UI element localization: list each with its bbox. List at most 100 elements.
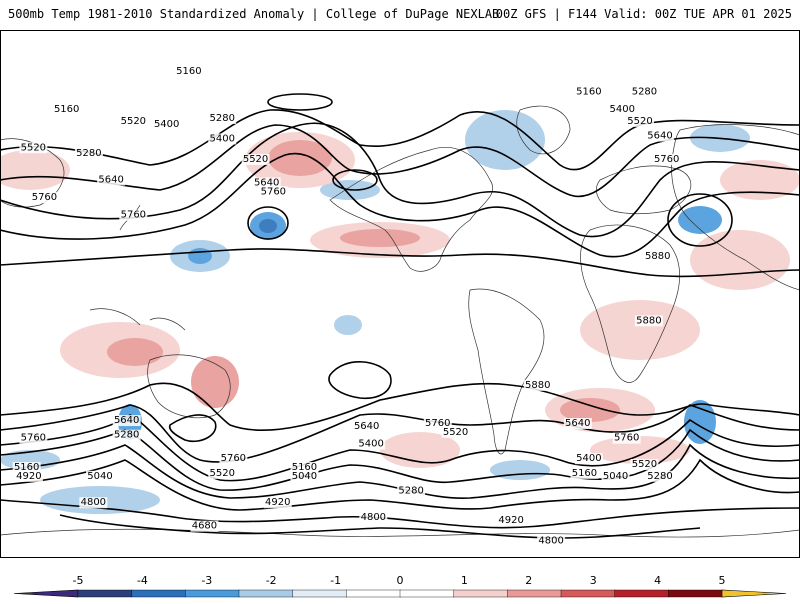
contour-label-bg	[397, 485, 426, 497]
contour-label: 5760	[614, 433, 639, 444]
contour-label-bg	[208, 133, 237, 145]
contour-label-bg	[290, 462, 319, 473]
warm-anomaly-region	[191, 356, 239, 408]
contour-label-bg	[152, 118, 181, 130]
colorbar-segment	[346, 589, 401, 598]
contour-line	[168, 414, 217, 442]
colorbar-tick-label: 5	[718, 574, 726, 587]
contour-line	[0, 122, 800, 238]
colorbar-segment	[614, 589, 670, 598]
model-run-info: 00Z GFS | F144 Valid: 00Z TUE APR 01 202…	[495, 7, 792, 21]
contour-label: 4680	[192, 521, 217, 532]
australia-outline	[147, 354, 231, 419]
contour-line	[0, 499, 800, 529]
contour-label-bg	[119, 115, 148, 127]
colorbar-tick-label: 3	[589, 574, 597, 587]
cold-anomaly-region	[678, 206, 722, 234]
height-contours	[0, 93, 800, 539]
contour-label: 4800	[361, 512, 386, 523]
contour-label-bg	[86, 470, 114, 482]
colorbar-segment	[507, 589, 562, 598]
contour-label-bg	[574, 86, 603, 98]
contour-label: 5520	[627, 116, 652, 127]
contour-label: 5640	[354, 421, 379, 432]
contour-label: 5640	[565, 418, 590, 429]
warm-anomaly-region	[580, 300, 700, 360]
contour-label: 5520	[209, 468, 234, 479]
contour-label: 5400	[576, 453, 601, 464]
contour-label: 5760	[221, 453, 246, 464]
map-title: 500mb Temp 1981-2010 Standardized Anomal…	[8, 7, 500, 21]
contour-label: 5880	[636, 315, 661, 326]
contour-label: 5760	[121, 210, 146, 221]
contour-label: 5040	[87, 471, 112, 482]
warm-anomaly-core	[340, 229, 420, 247]
colorbar-segment	[185, 589, 240, 598]
contour-label: 4800	[81, 497, 106, 508]
cold-anomaly-region	[490, 460, 550, 480]
contour-line	[328, 361, 392, 400]
coastlines	[0, 105, 800, 558]
contour-label: 5040	[603, 471, 628, 482]
contour-label: 5280	[647, 471, 672, 482]
contour-label-bg	[626, 115, 654, 127]
contour-label: 4800	[538, 535, 563, 546]
contour-label: 5520	[443, 427, 468, 438]
contour-label-bg	[112, 415, 141, 427]
contour-label: 5760	[425, 418, 450, 429]
contour-label: 4920	[265, 497, 290, 508]
contour-line	[0, 124, 800, 198]
contour-label-bg	[112, 429, 141, 441]
contour-label-bg	[630, 459, 659, 471]
contour-label-bg	[208, 112, 237, 124]
contour-label: 5160	[176, 66, 201, 77]
contour-label: 5520	[243, 154, 268, 165]
antarctica-outline	[0, 528, 800, 558]
contour-label-bg	[359, 511, 388, 523]
cold-anomaly-region	[334, 315, 362, 335]
contour-label-bg	[263, 497, 292, 509]
colorbar-tick-label: -1	[330, 574, 342, 587]
colorbar-max-arrow	[721, 589, 787, 598]
anomaly-map: 5160 5160 5520 5400 5280 5400 5520 5640 5760 5160…	[0, 30, 800, 558]
contour-label-bg	[14, 470, 43, 482]
contour-line	[0, 458, 800, 511]
contour-line	[0, 382, 800, 432]
colorbar-segment	[77, 589, 133, 598]
contour-label: 4920	[16, 471, 41, 482]
contour-line	[59, 514, 701, 539]
colorbar-segment	[238, 589, 294, 598]
colorbar-segment	[399, 589, 455, 598]
contour-label-bg	[497, 514, 526, 526]
warm-anomaly-region	[690, 230, 790, 290]
contour-label-bg	[441, 426, 470, 438]
contour-label-bg	[574, 453, 603, 465]
warm-anomaly-region	[380, 432, 460, 468]
colorbar-tick-label: 2	[525, 574, 533, 587]
contour-line	[0, 152, 800, 258]
contour-label-bg	[19, 432, 48, 444]
warm-anomaly-region	[720, 160, 800, 200]
colorbar-segment	[453, 589, 509, 598]
contour-closed-low	[247, 206, 289, 240]
contour-label: 5280	[209, 113, 234, 124]
contour-label-bg	[357, 438, 386, 450]
contour-label-bg	[630, 86, 659, 98]
contour-label: 5280	[114, 430, 139, 441]
colorbar: -5 -4 -3 -2 -1 0 1 2 3 4 5	[0, 570, 800, 600]
contour-label: 5280	[398, 485, 423, 496]
contour-label: 5160	[576, 87, 601, 98]
contour-label: 5160	[572, 468, 597, 479]
contour-label: 5280	[632, 87, 657, 98]
map-background	[0, 30, 800, 558]
colorbar-segment	[131, 589, 187, 598]
contour-label-bg	[79, 497, 108, 509]
colorbar-tick-label: 0	[396, 574, 404, 587]
cold-anomaly-core	[259, 219, 277, 233]
contour-label-bg	[563, 418, 592, 429]
contour-label: 5400	[609, 104, 634, 115]
colorbar-tick-label: 1	[460, 574, 468, 587]
contour-closed-low	[667, 193, 733, 247]
